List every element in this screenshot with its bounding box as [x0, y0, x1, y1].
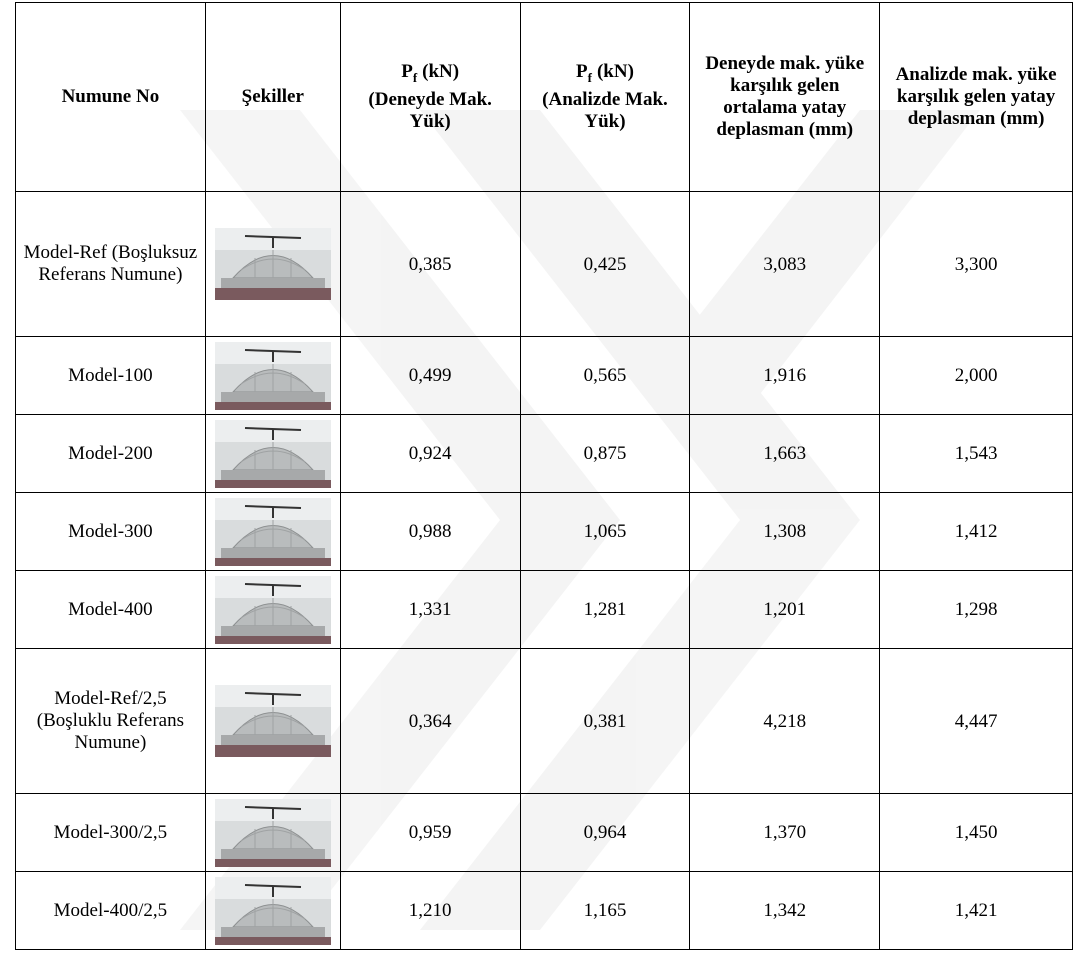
value-cell: 1,281 [519, 570, 691, 649]
table-row: Model-300 0,988 1,065 1,308 1,412 [15, 492, 1073, 571]
specimen-photo [214, 341, 331, 410]
photo-cell [204, 414, 341, 493]
table-body: Model-Ref (Boşluksuz Referans Numune) 0,3… [15, 191, 1073, 950]
value-cell: 4,447 [879, 648, 1073, 794]
table-row: Model-100 0,499 0,565 1,916 2,000 [15, 336, 1073, 415]
table-row: Model-300/2,5 0,959 0,964 1,370 1,450 [15, 793, 1073, 872]
header-cell: Şekiller [204, 2, 341, 192]
value-cell: 1,308 [689, 492, 881, 571]
header-cell: Pf (kN) (Deneyde Mak. Yük) [339, 2, 521, 192]
header-subscript: f [587, 69, 592, 85]
header-cell: Deneyde mak. yüke karşılık gelen ortalam… [689, 2, 881, 192]
table-row: Model-400 1,331 1,281 1,201 1,298 [15, 570, 1073, 649]
header-text: Deneyde mak. yüke karşılık gelen ortalam… [705, 53, 865, 140]
header-symbol: P [401, 61, 413, 83]
table-row: Model-400/2,5 1,210 1,165 1,342 1,421 [15, 871, 1073, 950]
value-cell: 0,385 [339, 191, 521, 337]
results-table: Numune No Şekiller Pf (kN) (Deneyde Mak. Yük… [15, 2, 1073, 950]
value-cell: 1,065 [519, 492, 691, 571]
table-row: Model-Ref (Boşluksuz Referans Numune) 0,3… [15, 191, 1073, 337]
value-cell: 0,364 [339, 648, 521, 794]
photo-cell [204, 871, 341, 950]
specimen-name: Model-200 [15, 414, 206, 493]
value-cell: 0,425 [519, 191, 691, 337]
header-cell: Analizde mak. yüke karşılık gelen yatay … [879, 2, 1073, 192]
value-cell: 1,298 [879, 570, 1073, 649]
value-cell: 0,565 [519, 336, 691, 415]
specimen-photo [214, 575, 331, 644]
value-cell: 1,421 [879, 871, 1073, 950]
specimen-photo [214, 876, 331, 945]
table-row: Model-Ref/2,5 (Boşluklu Referans Numune)… [15, 648, 1073, 794]
value-cell: 1,543 [879, 414, 1073, 493]
header-note: (Analizde Mak. Yük) [542, 88, 668, 132]
value-cell: 1,916 [689, 336, 881, 415]
specimen-photo [214, 419, 331, 488]
photo-cell [204, 191, 341, 337]
photo-cell [204, 336, 341, 415]
value-cell: 0,959 [339, 793, 521, 872]
specimen-name: Model-400/2,5 [15, 871, 206, 950]
header-unit: (kN) [422, 61, 460, 83]
value-cell: 1,165 [519, 871, 691, 950]
photo-cell [204, 570, 341, 649]
header-text: Numune No [61, 86, 160, 107]
value-cell: 1,412 [879, 492, 1073, 571]
value-cell: 3,083 [689, 191, 881, 337]
specimen-name: Model-100 [15, 336, 206, 415]
value-cell: 0,499 [339, 336, 521, 415]
value-cell: 3,300 [879, 191, 1073, 337]
value-cell: 1,331 [339, 570, 521, 649]
specimen-photo [214, 228, 331, 300]
value-cell: 0,988 [339, 492, 521, 571]
specimen-name: Model-300 [15, 492, 206, 571]
header-text: Analizde mak. yüke karşılık gelen yatay … [895, 64, 1057, 129]
specimen-photo [214, 685, 331, 757]
specimen-name: Model-Ref/2,5 (Boşluklu Referans Numune) [15, 648, 206, 794]
header-note: (Deneyde Mak. Yük) [368, 88, 492, 132]
value-cell: 1,370 [689, 793, 881, 872]
specimen-photo [214, 798, 331, 867]
header-cell: Pf (kN) (Analizde Mak. Yük) [519, 2, 691, 192]
photo-cell [204, 492, 341, 571]
specimen-photo [214, 497, 331, 566]
specimen-name: Model-400 [15, 570, 206, 649]
value-cell: 1,450 [879, 793, 1073, 872]
value-cell: 0,381 [519, 648, 691, 794]
value-cell: 1,342 [689, 871, 881, 950]
value-cell: 0,924 [339, 414, 521, 493]
value-cell: 1,210 [339, 871, 521, 950]
header-row: Numune No Şekiller Pf (kN) (Deneyde Mak. Yük… [15, 2, 1073, 192]
specimen-name: Model-Ref (Boşluksuz Referans Numune) [15, 191, 206, 337]
value-cell: 1,201 [689, 570, 881, 649]
specimen-name: Model-300/2,5 [15, 793, 206, 872]
value-cell: 1,663 [689, 414, 881, 493]
header-subscript: f [412, 69, 418, 85]
value-cell: 0,964 [519, 793, 691, 872]
photo-cell [204, 648, 341, 794]
header-cell: Numune No [15, 2, 206, 192]
header-unit: (kN) [596, 61, 634, 83]
value-cell: 2,000 [879, 336, 1073, 415]
photo-cell [204, 793, 341, 872]
header-text: Şekiller [241, 86, 304, 107]
value-cell: 0,875 [519, 414, 691, 493]
table-row: Model-200 0,924 0,875 1,663 1,543 [15, 414, 1073, 493]
header-symbol: P [576, 61, 588, 83]
value-cell: 4,218 [689, 648, 881, 794]
